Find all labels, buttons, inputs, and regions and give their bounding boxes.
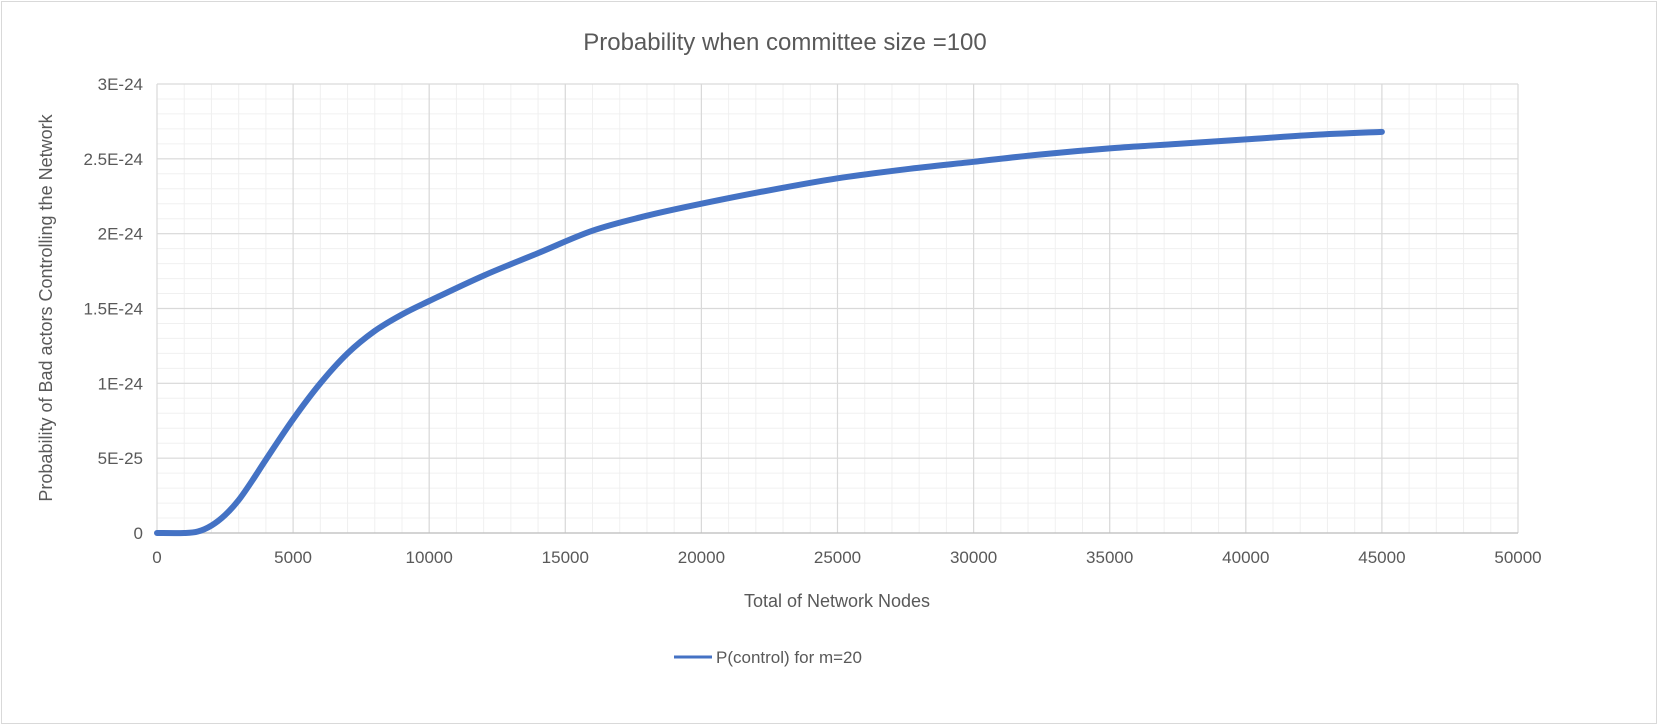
x-tick-label: 40000: [1222, 548, 1269, 567]
x-tick-label: 10000: [406, 548, 453, 567]
x-tick-label: 45000: [1358, 548, 1405, 567]
chart-title: Probability when committee size =100: [583, 29, 987, 56]
x-tick-label: 5000: [274, 548, 312, 567]
y-tick-label: 2.5E-24: [83, 150, 143, 169]
grid: [156, 83, 1519, 534]
x-tick-label: 50000: [1494, 548, 1541, 567]
y-tick-label: 0: [134, 524, 143, 543]
legend: P(control) for m=20: [674, 648, 862, 667]
x-axis-title: Total of Network Nodes: [744, 591, 930, 611]
y-axis-title: Probability of Bad actors Controlling th…: [36, 113, 56, 501]
x-tick-label: 15000: [542, 548, 589, 567]
legend-label: P(control) for m=20: [716, 648, 862, 667]
y-tick-label: 1E-24: [98, 374, 143, 393]
series-line: [154, 128, 1385, 537]
x-tick-label: 30000: [950, 548, 997, 567]
x-tick-label: 0: [152, 548, 161, 567]
axes: 0 5000 10000 15000 20000 25000 30000 35000 40000…: [83, 75, 1541, 567]
y-tick-label: 1.5E-24: [83, 300, 143, 319]
x-tick-label: 35000: [1086, 548, 1133, 567]
series-layer: [154, 128, 1385, 537]
y-tick-label: 2E-24: [98, 225, 143, 244]
x-tick-label: 20000: [678, 548, 725, 567]
y-tick-label: 5E-25: [98, 449, 143, 468]
x-tick-label: 25000: [814, 548, 861, 567]
y-tick-label: 3E-24: [98, 75, 143, 94]
